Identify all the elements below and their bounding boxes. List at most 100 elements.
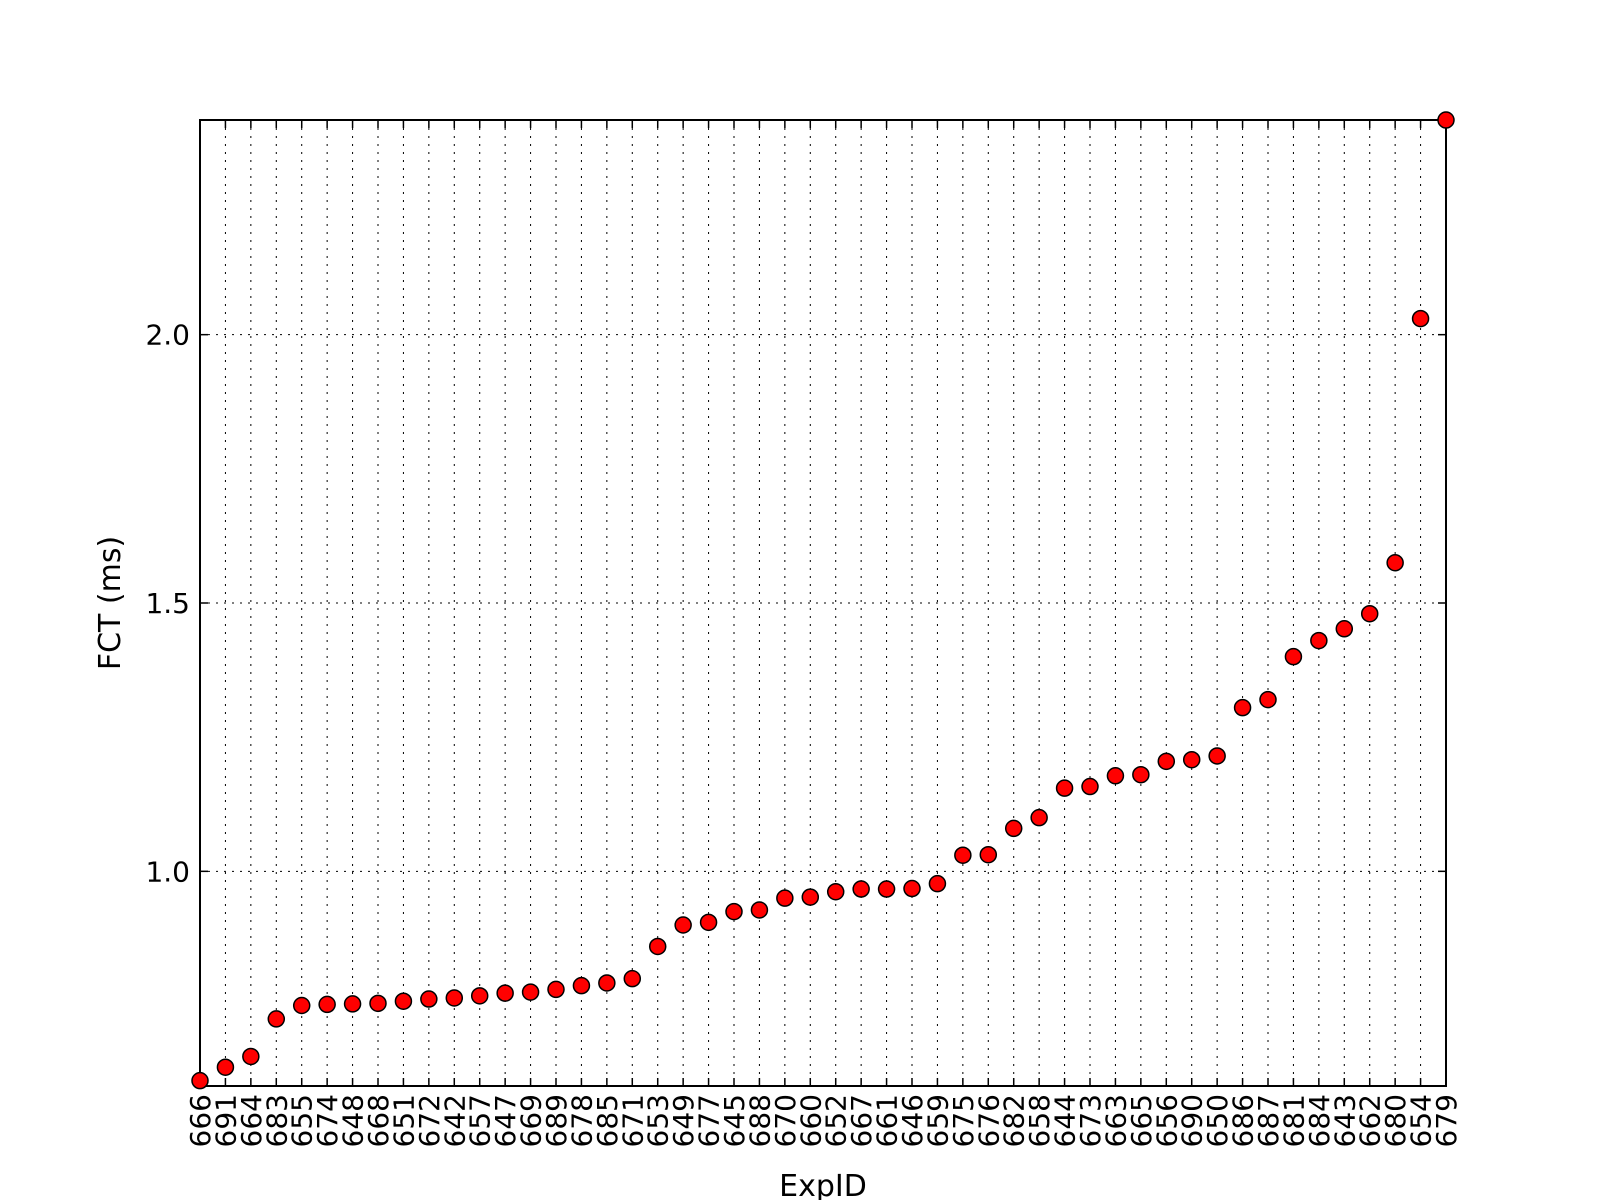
x-tick-label: 678 bbox=[565, 1094, 598, 1147]
x-tick-label: 663 bbox=[1099, 1094, 1132, 1147]
data-point bbox=[1055, 779, 1074, 797]
x-tick-label: 675 bbox=[947, 1094, 980, 1147]
data-point bbox=[1437, 111, 1455, 129]
x-tick-label: 673 bbox=[1074, 1094, 1107, 1147]
data-point bbox=[750, 901, 769, 919]
data-point bbox=[521, 983, 540, 1001]
x-tick-label: 686 bbox=[1227, 1094, 1260, 1147]
x-tick-label: 685 bbox=[591, 1094, 624, 1147]
x-tick-label: 677 bbox=[693, 1094, 726, 1147]
x-tick-label: 664 bbox=[235, 1094, 268, 1147]
x-tick-label: 647 bbox=[489, 1094, 522, 1147]
data-point bbox=[445, 989, 464, 1007]
x-tick-label: 653 bbox=[642, 1094, 675, 1147]
x-tick-label: 690 bbox=[1176, 1094, 1209, 1147]
data-point bbox=[1132, 765, 1150, 784]
x-tick-label: 667 bbox=[845, 1094, 878, 1147]
x-tick-label: 651 bbox=[387, 1094, 420, 1147]
data-point bbox=[191, 1071, 209, 1090]
x-tick-label: 671 bbox=[616, 1094, 649, 1147]
data-point bbox=[598, 974, 616, 992]
x-tick-label: 668 bbox=[362, 1094, 395, 1147]
data-point bbox=[648, 937, 667, 956]
data-points bbox=[191, 111, 1455, 1090]
x-tick-label: 691 bbox=[209, 1094, 242, 1147]
data-point bbox=[954, 846, 972, 864]
data-point bbox=[979, 845, 998, 864]
x-tick-label: 669 bbox=[515, 1094, 548, 1147]
x-tick-label: 687 bbox=[1252, 1094, 1285, 1147]
x-tick-label: 674 bbox=[311, 1094, 344, 1147]
x-tick-label: 689 bbox=[540, 1094, 573, 1147]
x-tick-label: 688 bbox=[743, 1094, 776, 1147]
x-tick-label: 649 bbox=[667, 1094, 700, 1147]
x-tick-label: 648 bbox=[337, 1094, 370, 1147]
plot-background bbox=[200, 120, 1446, 1086]
data-point bbox=[267, 1010, 286, 1028]
data-point bbox=[776, 889, 794, 907]
data-point bbox=[1106, 767, 1125, 785]
data-point bbox=[216, 1058, 235, 1076]
x-tick-label: 656 bbox=[1150, 1094, 1183, 1147]
data-point bbox=[1310, 631, 1328, 650]
x-tick-label: 681 bbox=[1277, 1094, 1310, 1147]
x-axis-label: ExpID bbox=[779, 1169, 867, 1200]
data-point bbox=[1030, 808, 1048, 827]
data-point bbox=[496, 984, 514, 1002]
y-tick-labels: 1.0 1.5 2.0 bbox=[145, 319, 190, 889]
data-point bbox=[801, 888, 820, 906]
data-point bbox=[420, 990, 438, 1008]
data-point bbox=[1157, 752, 1176, 771]
x-tick-label: 650 bbox=[1201, 1094, 1234, 1147]
data-point bbox=[1411, 309, 1430, 328]
x-tick-label: 683 bbox=[260, 1094, 293, 1147]
data-point bbox=[852, 880, 870, 898]
data-point bbox=[1233, 698, 1252, 717]
data-point bbox=[674, 916, 692, 934]
x-tick-label: 644 bbox=[1049, 1094, 1082, 1147]
data-point bbox=[1259, 690, 1277, 709]
x-tick-label: 658 bbox=[1023, 1094, 1056, 1147]
axis-ticks bbox=[199, 120, 1447, 1086]
data-point bbox=[1081, 777, 1099, 796]
y-tick-label: 1.0 bbox=[145, 855, 190, 888]
x-tick-label: 665 bbox=[1125, 1094, 1158, 1147]
x-tick-label: 662 bbox=[1354, 1094, 1387, 1147]
x-tick-label: 642 bbox=[438, 1094, 471, 1147]
data-point bbox=[1208, 747, 1226, 765]
data-point bbox=[1004, 819, 1023, 838]
x-tick-label: 679 bbox=[1430, 1094, 1463, 1147]
x-tick-label: 680 bbox=[1379, 1094, 1412, 1147]
x-tick-labels: 6666916646836556746486686516726426576476… bbox=[184, 1094, 1463, 1147]
data-point bbox=[547, 980, 565, 999]
data-point bbox=[343, 995, 362, 1013]
x-tick-label: 684 bbox=[1303, 1094, 1336, 1147]
data-point bbox=[725, 902, 743, 921]
x-tick-label: 670 bbox=[769, 1094, 802, 1147]
data-point bbox=[699, 913, 718, 932]
x-tick-label: 657 bbox=[464, 1094, 497, 1147]
x-tick-label: 672 bbox=[413, 1094, 446, 1147]
x-tick-label: 655 bbox=[286, 1094, 319, 1147]
data-point bbox=[877, 880, 896, 898]
x-tick-label: 645 bbox=[718, 1094, 751, 1147]
data-point bbox=[928, 874, 947, 893]
y-axis-label: FCT (ms) bbox=[93, 536, 128, 670]
x-tick-label: 661 bbox=[871, 1094, 904, 1147]
x-tick-label: 660 bbox=[794, 1094, 827, 1147]
data-point bbox=[826, 882, 845, 901]
data-point bbox=[1284, 647, 1303, 666]
data-point bbox=[1182, 750, 1201, 769]
data-point bbox=[369, 994, 387, 1013]
x-tick-label: 676 bbox=[972, 1094, 1005, 1147]
data-point bbox=[903, 879, 921, 898]
x-tick-label: 646 bbox=[896, 1094, 929, 1147]
y-tick-label: 2.0 bbox=[145, 319, 190, 352]
data-point bbox=[470, 987, 489, 1005]
data-point bbox=[394, 992, 413, 1010]
data-point bbox=[242, 1047, 260, 1066]
x-tick-label: 659 bbox=[921, 1094, 954, 1147]
data-point bbox=[623, 969, 642, 988]
data-point bbox=[318, 995, 336, 1014]
